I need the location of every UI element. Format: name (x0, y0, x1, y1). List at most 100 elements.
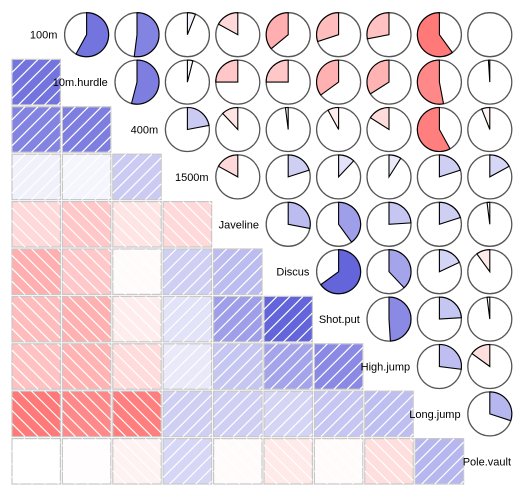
shade-Pole.vault-1500m (162, 438, 213, 485)
label-discus: Discus (276, 267, 310, 279)
shade-Shot.put-Discus (263, 295, 314, 343)
pie-1500m-High.jump (366, 154, 412, 200)
shade-Discus-400m (112, 248, 162, 296)
pie-10m.hurdle-Javeline (215, 59, 261, 105)
label-javeline: Javeline (219, 219, 259, 231)
shade-1500m-400m (112, 153, 162, 201)
pie-Javeline-Discus (265, 201, 311, 247)
pie-100m-Shot.put (315, 12, 362, 58)
pie-400m-Shot.put (315, 106, 362, 153)
pie-Discus-Shot.put (315, 249, 362, 295)
pie-100m-1500m (164, 12, 211, 58)
label-400m: 400m (131, 125, 159, 137)
pie-Javeline-High.jump (366, 201, 412, 247)
shade-Long.jump-Shot.put (313, 390, 364, 438)
shade-Discus-1500m (162, 248, 213, 296)
label-long-jump: Long.jump (409, 409, 460, 421)
pie-10m.hurdle-High.jump (366, 59, 412, 105)
pie-400m-Discus (265, 106, 311, 153)
pie-100m-Javeline (215, 12, 261, 58)
pie-100m-Long.jump (416, 12, 463, 58)
pie-400m-Long.jump (416, 106, 463, 153)
shade-Long.jump-Javeline (213, 390, 263, 438)
shade-Pole.vault-Discus (263, 438, 314, 485)
pie-Discus-High.jump (366, 249, 412, 295)
pie-Javeline-Long.jump (416, 201, 463, 247)
shade-400m-100m (11, 106, 62, 153)
shade-Discus-Javeline (213, 248, 263, 296)
shade-Pole.vault-10m.hurdle (61, 438, 112, 485)
shade-10m.hurdle-100m (11, 58, 62, 106)
pie-400m-Pole.vault (467, 106, 513, 153)
shade-Long.jump-400m (112, 390, 162, 438)
label-100m: 100m (30, 30, 58, 42)
pie-10m.hurdle-1500m (164, 59, 211, 105)
shade-Pole.vault-Shot.put (313, 438, 364, 485)
label-shot-put: Shot.put (319, 314, 360, 326)
shade-High.jump-400m (112, 343, 162, 390)
shade-Pole.vault-Javeline (213, 438, 263, 485)
pie-400m-1500m (164, 106, 211, 153)
shade-Shot.put-10m.hurdle (61, 295, 112, 343)
shade-Long.jump-1500m (162, 390, 213, 438)
shade-Pole.vault-Long.jump (414, 438, 465, 485)
pie-Javeline-Shot.put (315, 201, 362, 247)
shade-Javeline-100m (11, 201, 62, 248)
shade-High.jump-Shot.put (313, 343, 364, 390)
pie-100m-Discus (265, 12, 311, 58)
pie-1500m-Long.jump (416, 154, 463, 200)
label-10m-hurdle: 10m.hurdle (53, 77, 108, 89)
shade-High.jump-Javeline (213, 343, 263, 390)
pie-10m.hurdle-Long.jump (416, 59, 463, 105)
shade-Long.jump-100m (11, 390, 62, 438)
shade-Shot.put-100m (11, 295, 62, 343)
pie-10m.hurdle-Pole.vault (467, 59, 513, 105)
pie-10m.hurdle-Shot.put (315, 59, 362, 105)
pie-1500m-Shot.put (315, 154, 362, 200)
pie-Shot.put-High.jump (366, 296, 412, 342)
pie-1500m-Discus (265, 154, 311, 200)
pie-100m-400m (114, 12, 160, 58)
pie-Shot.put-Long.jump (416, 296, 463, 342)
pie-10m.hurdle-400m (114, 59, 160, 105)
shade-Pole.vault-100m (11, 438, 62, 485)
shade-Shot.put-1500m (162, 295, 213, 343)
shade-Javeline-1500m (162, 201, 213, 248)
label-1500m: 1500m (175, 172, 209, 184)
pie-100m-Pole.vault (467, 12, 513, 58)
shade-Discus-10m.hurdle (61, 248, 112, 296)
label-high-jump: High.jump (361, 362, 411, 374)
shade-Shot.put-400m (112, 295, 162, 343)
shade-High.jump-10m.hurdle (61, 343, 112, 390)
pie-400m-Javeline (215, 106, 261, 153)
pie-100m-High.jump (366, 12, 412, 58)
shade-Javeline-400m (112, 201, 162, 248)
shade-High.jump-Discus (263, 343, 314, 390)
variable-labels: 100m 10m.hurdle 400m 1500m Javeline Discus Sho… (30, 30, 511, 469)
pie-High.jump-Long.jump (416, 343, 463, 390)
pie-Javeline-Pole.vault (467, 201, 513, 247)
shade-Pole.vault-High.jump (364, 438, 414, 485)
shade-1500m-10m.hurdle (61, 153, 112, 201)
shade-High.jump-100m (11, 343, 62, 390)
shade-Pole.vault-400m (112, 438, 162, 485)
pie-Long.jump-Pole.vault (467, 391, 513, 437)
label-pole-vault: Pole.vault (463, 456, 511, 468)
pie-1500m-Pole.vault (467, 154, 513, 200)
pie-Discus-Pole.vault (467, 249, 513, 295)
pie-Discus-Long.jump (416, 249, 463, 295)
correlation-cells (11, 12, 513, 485)
shade-Long.jump-10m.hurdle (61, 390, 112, 438)
pie-400m-High.jump (366, 106, 412, 153)
pie-Shot.put-Pole.vault (467, 296, 513, 342)
shade-Shot.put-Javeline (213, 295, 263, 343)
shade-1500m-100m (11, 153, 62, 201)
pie-10m.hurdle-Discus (265, 59, 311, 105)
pie-High.jump-Pole.vault (467, 343, 513, 390)
pie-1500m-Javeline (215, 154, 261, 200)
shade-Discus-100m (11, 248, 62, 296)
shade-Long.jump-High.jump (364, 390, 414, 438)
pie-100m-10m.hurdle (63, 12, 110, 58)
shade-High.jump-1500m (162, 343, 213, 390)
